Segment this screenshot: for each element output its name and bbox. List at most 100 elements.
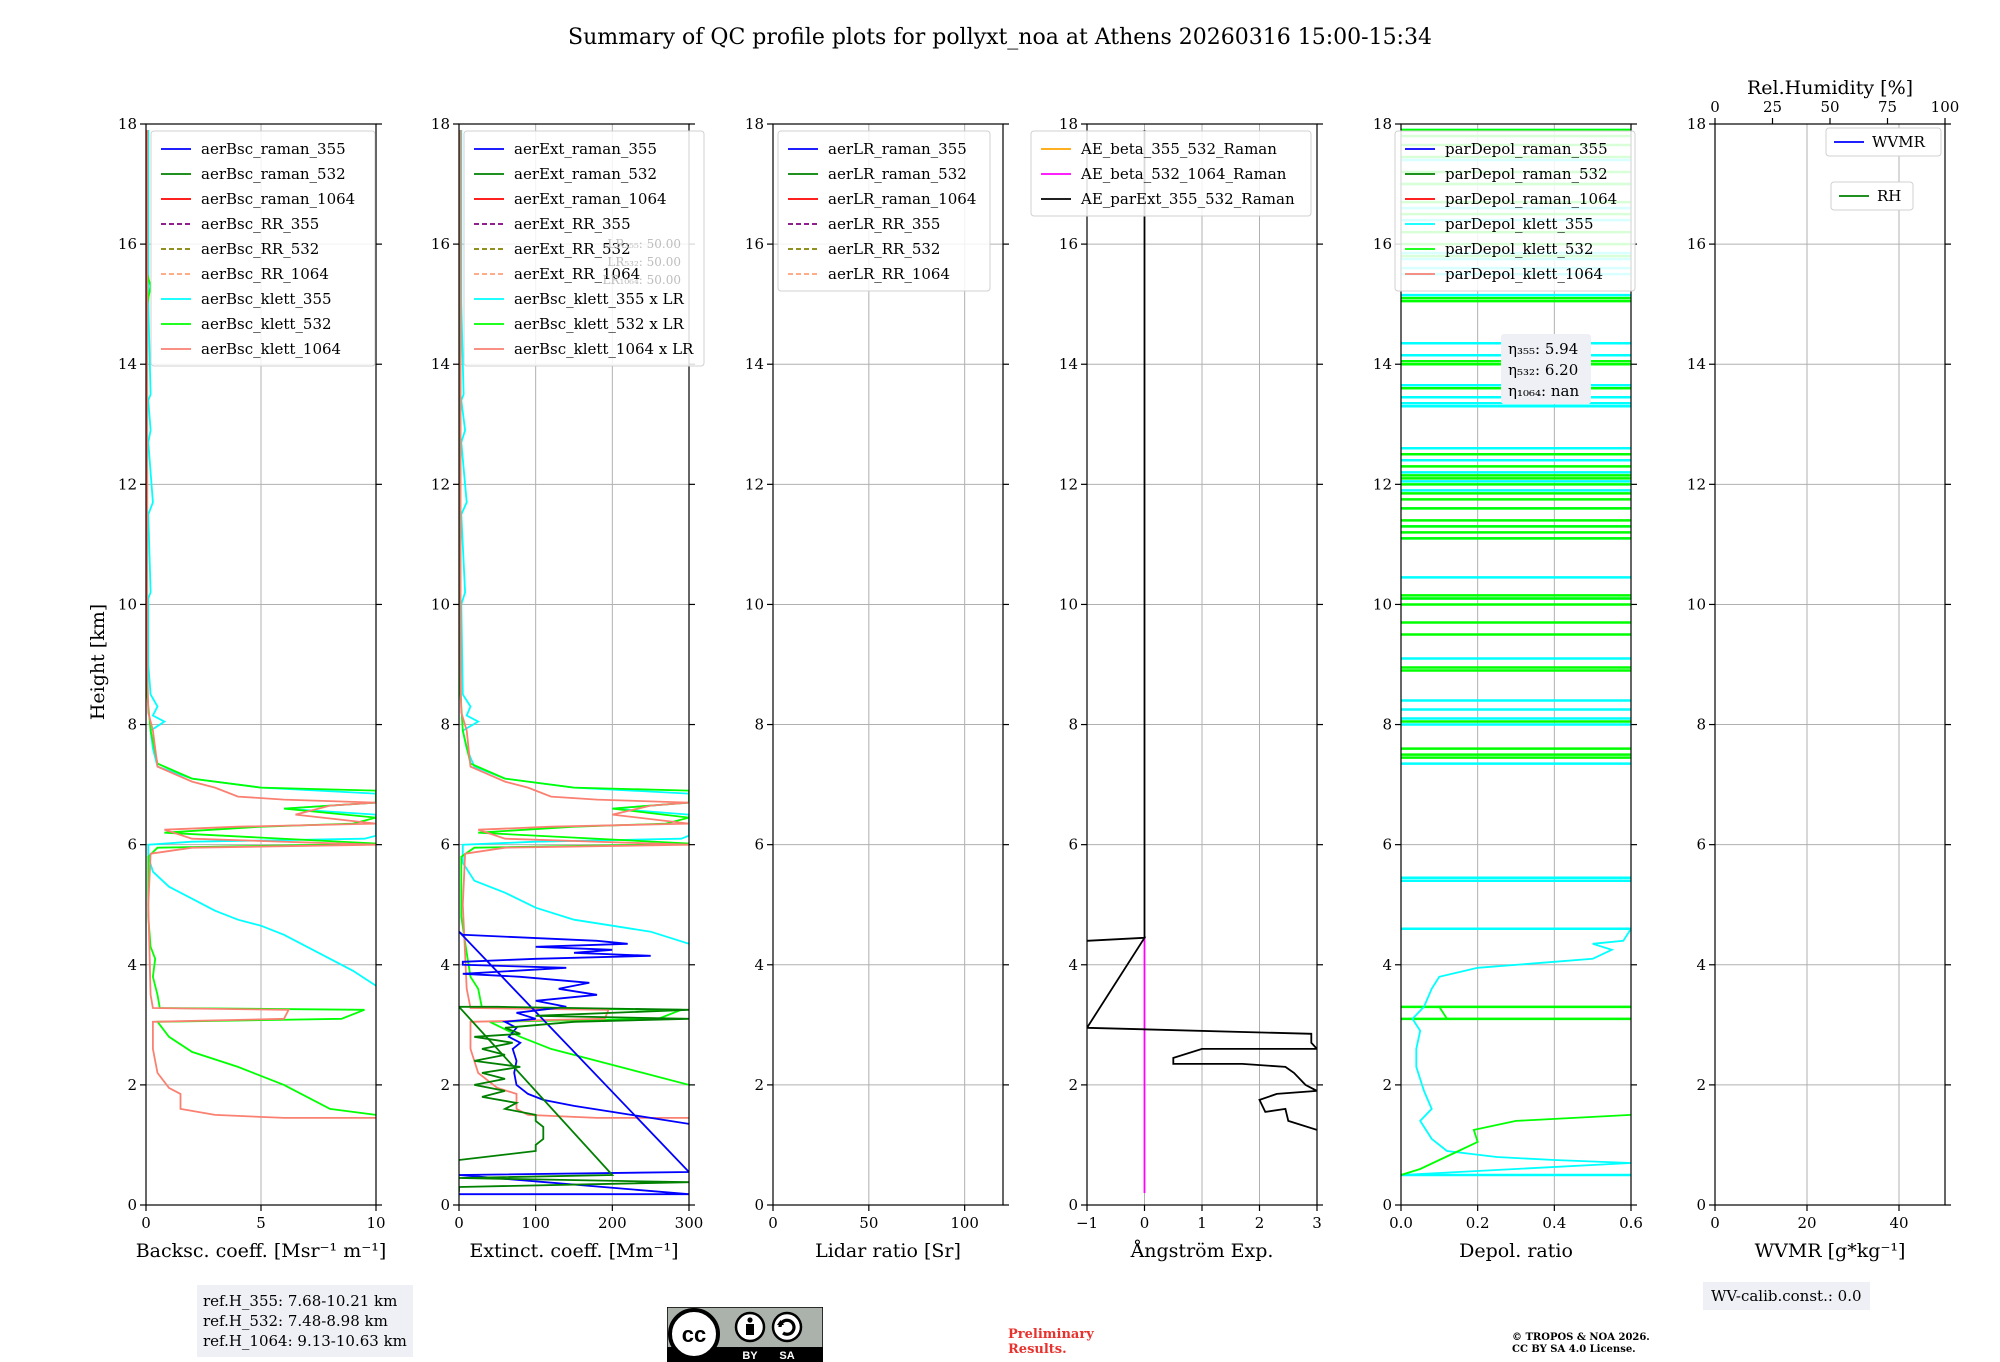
legend-frame	[463, 130, 705, 367]
y-tick-label: 12	[1059, 475, 1078, 493]
x-axis-label: Depol. ratio	[1459, 1240, 1573, 1262]
x-tick-label: 5	[256, 1214, 266, 1232]
legend-label-AE_beta_355_532_Raman: AE_beta_355_532_Raman	[1080, 140, 1277, 158]
x-tick-label: 20	[1797, 1214, 1816, 1232]
series-aerExt_raman_532	[459, 1005, 689, 1192]
legend-angstrom: AE_beta_355_532_Raman AE_beta_532_1064_Ra…	[1030, 130, 1312, 217]
legend-label-AE_beta_532_1064_Raman: AE_beta_532_1064_Raman	[1080, 165, 1287, 183]
legend-label-aerBsc_raman_355: aerBsc_raman_355	[201, 140, 346, 158]
legend-label-parDepol_klett_1064: parDepol_klett_1064	[1445, 265, 1603, 283]
data-backscatter	[146, 130, 376, 1119]
y-tick-label: 2	[1382, 1076, 1392, 1094]
legend-label: WVMR	[1872, 133, 1926, 151]
y-tick-label: 6	[754, 836, 764, 854]
legend-label: RH	[1877, 187, 1901, 205]
legend-frame	[1825, 127, 1942, 157]
y-tick-label: 6	[440, 836, 450, 854]
y-tick-label: 12	[118, 475, 137, 493]
legend-label-aerBsc_RR_1064: aerBsc_RR_1064	[201, 265, 329, 283]
copyright-line-1: © TROPOS & NOA 2026.	[1512, 1332, 1650, 1343]
legend-label-parDepol_raman_355: parDepol_raman_355	[1445, 140, 1608, 158]
legend-frame	[777, 130, 991, 292]
y-tick-label: 0	[1696, 1196, 1706, 1214]
x-tick-label: 300	[675, 1214, 704, 1232]
y-tick-label: 4	[1068, 956, 1078, 974]
y-tick-label: 2	[1696, 1076, 1706, 1094]
sa-share-alike-icon	[771, 1311, 803, 1343]
y-tick-label: 6	[127, 836, 137, 854]
eta-box	[1501, 334, 1591, 404]
legend-label-aerBsc_klett_1064 x LR: aerBsc_klett_1064 x LR	[514, 340, 694, 358]
x-tick-label: 0	[768, 1214, 778, 1232]
sa-label: SA	[779, 1350, 794, 1362]
legend-label-aerBsc_raman_532: aerBsc_raman_532	[201, 165, 346, 183]
legend-label-aerExt_RR_532: aerExt_RR_532	[514, 240, 631, 258]
y-tick-label: 8	[1068, 716, 1078, 734]
panel-depolarization: 0 2 4 6 8 10 12 14 16 18 0.0 0.2 0.4 0.6 Depol. ratio p…	[1373, 115, 1643, 1262]
copyright-note: © TROPOS & NOA 2026. CC BY SA 4.0 Licens…	[1512, 1332, 1650, 1356]
y-tick-label: 14	[1373, 355, 1392, 373]
y-tick-label: 8	[1696, 716, 1706, 734]
x-tick-label: 0.4	[1542, 1214, 1566, 1232]
preliminary-results-note: Preliminary Results.	[1008, 1327, 1094, 1357]
y-tick-label: 18	[1687, 115, 1706, 133]
y-tick-label: 8	[754, 716, 764, 734]
y-tick-label: 6	[1382, 836, 1392, 854]
legend-label-aerExt_RR_355: aerExt_RR_355	[514, 215, 631, 233]
wv-calibration-box: WV-calib.const.: 0.0	[1703, 1282, 1870, 1310]
top-x-tick-label: 0	[1710, 98, 1720, 116]
x-tick-label: 3	[1312, 1214, 1322, 1232]
series-aerBsc_klett_1064 x LR	[459, 130, 689, 1119]
legend-label-aerExt_raman_1064: aerExt_raman_1064	[514, 190, 667, 208]
legend-label-parDepol_klett_355: parDepol_klett_355	[1445, 215, 1594, 233]
x-tick-label: 40	[1889, 1214, 1908, 1232]
y-tick-label: 12	[1373, 475, 1392, 493]
legend-label-aerLR_RR_355: aerLR_RR_355	[828, 215, 940, 233]
wv-calibration-text: WV-calib.const.: 0.0	[1711, 1287, 1862, 1305]
ref-height-1064: ref.H_1064: 9.13-10.63 km	[203, 1332, 407, 1350]
preliminary-line-1: Preliminary	[1008, 1327, 1094, 1342]
y-tick-label: 4	[440, 956, 450, 974]
legend-label-aerLR_raman_532: aerLR_raman_532	[828, 165, 967, 183]
axes-frame	[1714, 123, 1946, 1206]
y-tick-label: 18	[745, 115, 764, 133]
y-tick-label: 2	[127, 1076, 137, 1094]
y-tick-label: 6	[1696, 836, 1706, 854]
legend-label-aerLR_RR_1064: aerLR_RR_1064	[828, 265, 950, 283]
legend-WVMR: WVMR	[1825, 127, 1942, 157]
y-tick-label: 2	[754, 1076, 764, 1094]
panel-extinction: 0 2 4 6 8 10 12 14 16 18 0 100 200 300 Extinct. coeff.…	[431, 115, 705, 1262]
legend-frame	[1394, 130, 1636, 292]
lr-note: LR₅₃₂: 50.00	[607, 255, 681, 269]
legend-label-parDepol_klett_532: parDepol_klett_532	[1445, 240, 1594, 258]
y-tick-label: 4	[1382, 956, 1392, 974]
y-tick-label: 0	[127, 1196, 137, 1214]
legend-depolarization: parDepol_raman_355 parDepol_raman_532 parD…	[1394, 130, 1636, 292]
x-tick-label: 200	[598, 1214, 627, 1232]
y-tick-label: 10	[431, 595, 450, 613]
y-tick-label: 14	[745, 355, 764, 373]
x-tick-label: 0	[1710, 1214, 1720, 1232]
y-axis-label: Height [km]	[87, 604, 109, 720]
legend-label-aerBsc_klett_1064: aerBsc_klett_1064	[201, 340, 341, 358]
legend-label-parDepol_raman_1064: parDepol_raman_1064	[1445, 190, 1617, 208]
panel-lidar_ratio: 0 2 4 6 8 10 12 14 16 18 0 50 100 Lidar ratio [Sr] aer…	[745, 115, 1009, 1262]
series-aerBsc_klett_1064	[146, 130, 376, 1119]
y-tick-label: 18	[1373, 115, 1392, 133]
top-x-tick-label: 50	[1820, 98, 1839, 116]
x-tick-label: 0	[454, 1214, 464, 1232]
y-tick-label: 10	[1059, 595, 1078, 613]
y-tick-label: 16	[431, 235, 450, 253]
x-tick-label: 2	[1255, 1214, 1265, 1232]
top-x-tick-label: 100	[1931, 98, 1960, 116]
x-axis-label: Backsc. coeff. [Msr⁻¹ m⁻¹]	[136, 1240, 387, 1262]
x-tick-label: 0	[141, 1214, 151, 1232]
legend-frame	[1030, 130, 1312, 217]
cc-by-sa-license-badge: cc BY SA	[667, 1307, 823, 1362]
x-tick-label: 0	[1140, 1214, 1150, 1232]
y-tick-label: 18	[1059, 115, 1078, 133]
legend-frame	[150, 130, 376, 367]
